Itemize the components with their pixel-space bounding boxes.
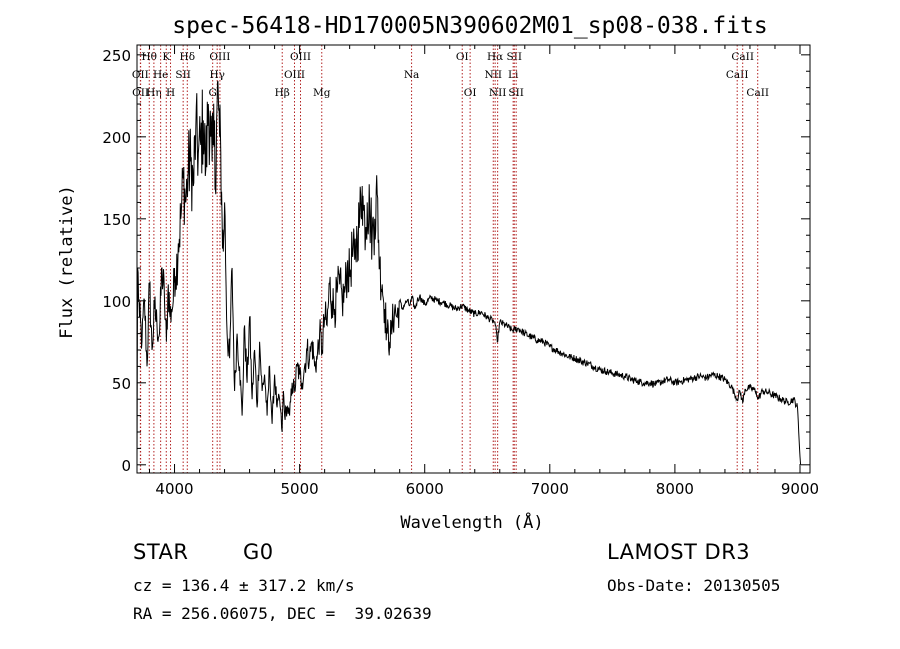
spectral-line-label: CaII [726,69,749,81]
spectral-line-label: SII [508,87,524,99]
axis-ticks-layer: 4000 5000 6000 7000 8000 9000 0 50 100 150 200 250 [102,45,819,498]
y-tick-label: 0 [121,457,131,475]
spectral-lines-layer: OIIOIIHθHηHeKHSIIHδGHγOIIIHβOIIIOIIIMgNa… [132,45,769,473]
spectral-line-label: OII [132,69,149,81]
spectral-line-label: CaII [731,51,754,63]
x-tick-label: 6000 [406,480,444,498]
y-tick-label: 250 [102,47,131,65]
spectral-line-label: Li [508,69,519,81]
spectral-line-label: Hθ [142,51,157,63]
spectral-line-label: OII [132,87,149,99]
object-class: STAR [133,540,189,564]
survey-name: LAMOST DR3 [607,540,751,564]
spectral-line-label: G [208,87,216,99]
spectral-line-label: CaII [746,87,769,99]
spectral-line-label: NII [489,87,506,99]
spectral-line-label: OI [464,87,477,99]
plot-frame [136,44,811,474]
spectral-line-label: Na [404,69,419,81]
spectrum-line [136,80,802,465]
spectral-line-label: OI [456,51,469,63]
y-tick-label: 200 [102,129,131,147]
spectral-line-label: OIII [284,69,305,81]
y-tick-label: 150 [102,211,131,229]
obs-date-text: Obs-Date: 20130505 [607,576,781,595]
spectral-line-label: K [162,51,170,63]
y-tick-label: 100 [102,293,131,311]
spectral-line-label: Mg [313,87,331,99]
x-tick-label: 5000 [281,480,319,498]
spectral-line-label: Hδ [180,51,195,63]
object-subclass: G0 [243,540,274,564]
spectral-line-label: OIII [209,51,230,63]
x-tick-label: 7000 [531,480,569,498]
series-layer [136,80,802,465]
y-tick-label: 50 [112,375,131,393]
spectral-line-label: SII [507,51,523,63]
x-tick-label: 9000 [781,480,819,498]
spectral-line-label: Hη [146,87,161,99]
spectral-line-label: Hγ [209,69,224,81]
chart-title: spec-56418-HD170005N390602M01_sp08-038.f… [172,13,767,39]
y-axis-label: Flux (relative) [57,185,77,339]
coordinates-text: RA = 256.06075, DEC = 39.02639 [133,604,432,623]
spectral-line-label: Hβ [275,87,290,99]
redshift-text: cz = 136.4 ± 317.2 km/s [133,576,355,595]
spectral-line-label: OIII [290,51,311,63]
spectral-line-label: SII [175,69,191,81]
spectral-line-label: H [166,87,175,99]
x-tick-label: 8000 [656,480,694,498]
spectral-line-label: Hα [487,51,503,63]
spectral-line-label: NII [485,69,502,81]
x-tick-label: 4000 [155,480,193,498]
x-axis-label: Wavelength (Å) [400,511,543,533]
spectral-line-label: He [153,69,168,81]
